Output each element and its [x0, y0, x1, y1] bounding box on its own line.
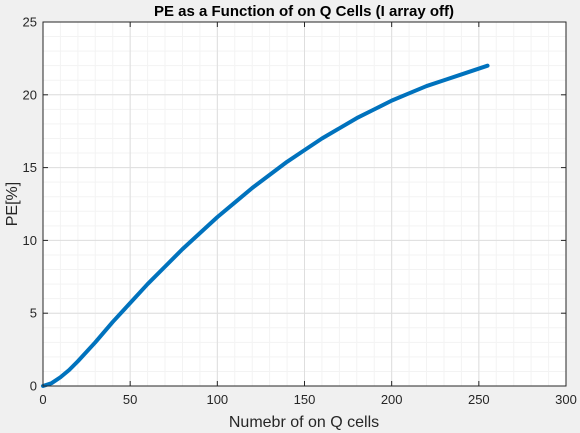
y-tick-label: 10	[23, 233, 37, 248]
x-tick-label: 100	[206, 392, 228, 407]
series-layer	[41, 63, 490, 388]
series-line-1	[41, 63, 490, 388]
x-tick-label: 150	[294, 392, 316, 407]
y-tick-label: 5	[30, 306, 37, 321]
chart-title: PE as a Function of on Q Cells (I array …	[154, 3, 454, 20]
y-tick-label: 0	[30, 379, 37, 394]
x-tick-label: 300	[555, 392, 577, 407]
y-axis-ticks: 0 5 10 15 20 25	[23, 15, 566, 394]
y-tick-label: 20	[23, 87, 37, 102]
x-tick-label: 200	[381, 392, 403, 407]
x-tick-label: 50	[123, 392, 137, 407]
x-axis-ticks: 0 50 100 150 200 250 300	[39, 22, 577, 407]
x-tick-label: 0	[39, 392, 46, 407]
y-tick-label: 15	[23, 160, 37, 175]
x-axis-label: Numebr of on Q cells	[229, 414, 379, 431]
y-tick-label: 25	[23, 15, 37, 30]
x-tick-label: 250	[468, 392, 490, 407]
y-axis-label: PE[%]	[4, 182, 21, 226]
